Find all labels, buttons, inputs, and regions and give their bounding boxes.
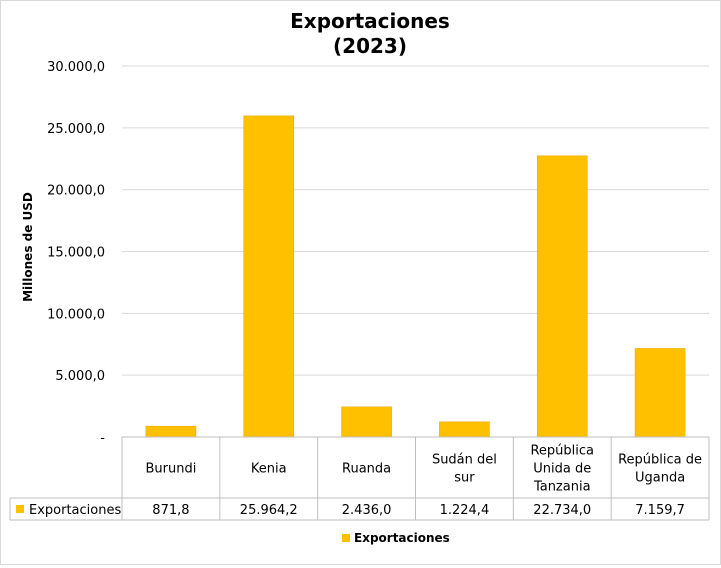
bar xyxy=(341,406,392,438)
data-value: 25.964,2 xyxy=(240,503,298,518)
category-label: Kenia xyxy=(251,462,287,477)
chart-subtitle: (2023) xyxy=(333,34,407,58)
category-label: Uganda xyxy=(635,471,685,486)
y-tick-label: 30.000,0 xyxy=(47,60,105,75)
category-label: Sudán del xyxy=(432,453,497,468)
category-label: República de xyxy=(618,453,702,468)
category-label: Tanzania xyxy=(533,480,591,495)
category-label: Ruanda xyxy=(342,462,391,477)
data-value: 7.159,7 xyxy=(635,503,685,518)
bar xyxy=(439,421,490,438)
data-value: 871,8 xyxy=(152,503,189,518)
chart-title: Exportaciones xyxy=(290,9,450,33)
category-label: sur xyxy=(454,471,475,486)
data-value: 22.734,0 xyxy=(533,503,591,518)
data-value: 1.224,4 xyxy=(440,503,490,518)
y-tick-label: 15.000,0 xyxy=(47,246,105,261)
bar xyxy=(243,115,295,438)
legend-key xyxy=(342,534,350,542)
y-tick-label: 20.000,0 xyxy=(47,184,105,199)
bar xyxy=(536,155,588,438)
y-tick-label: 10.000,0 xyxy=(47,307,105,322)
category-label: Unida de xyxy=(533,462,591,477)
series-name: Exportaciones xyxy=(29,503,121,518)
category-label: Burundi xyxy=(145,462,196,477)
y-tick-label: - xyxy=(100,431,105,446)
bar xyxy=(145,425,197,438)
y-axis-label: Millones de USD xyxy=(21,192,35,302)
y-tick-label: 25.000,0 xyxy=(47,122,105,137)
bar xyxy=(634,348,686,438)
data-value: 2.436,0 xyxy=(342,503,392,518)
table-legend-key xyxy=(16,505,24,513)
category-label: República xyxy=(530,444,594,459)
y-tick-label: 5.000,0 xyxy=(55,369,105,384)
legend-label: Exportaciones xyxy=(354,531,450,545)
